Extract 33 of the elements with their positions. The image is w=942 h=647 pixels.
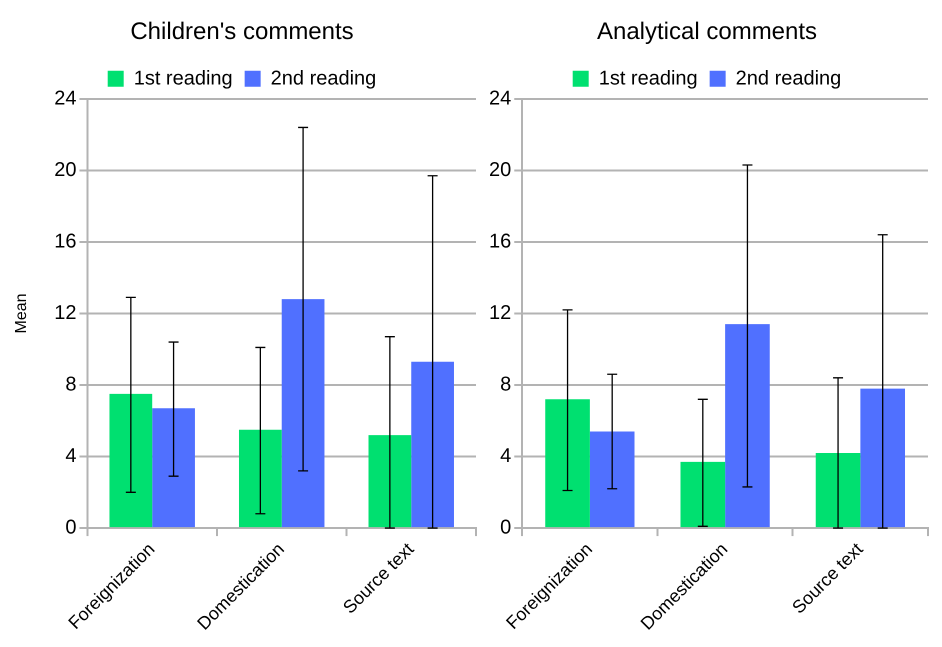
y-tick-label: 4	[500, 445, 512, 468]
y-tick-label: 8	[65, 374, 76, 396]
bar	[545, 399, 590, 528]
chart-title: Analytical comments	[596, 18, 818, 46]
y-tick-label: 0	[500, 516, 512, 539]
legend-label: 2nd reading	[736, 67, 842, 90]
bar	[152, 408, 195, 528]
y-tick-label: 12	[54, 302, 76, 324]
y-tick-label: 24	[488, 87, 512, 110]
bar	[816, 452, 860, 528]
y-tick-label: 0	[65, 516, 76, 539]
bar	[590, 431, 635, 528]
bar	[238, 430, 282, 528]
y-tick-label: 16	[488, 230, 512, 252]
chart-title: Children's comments	[130, 18, 354, 46]
bar	[680, 462, 726, 528]
bar	[282, 299, 324, 528]
y-tick-label: 24	[54, 87, 76, 110]
bar	[368, 435, 412, 528]
legend-label: 2nd reading	[270, 67, 376, 90]
bar	[411, 362, 454, 528]
y-tick-label: 4	[65, 445, 76, 468]
bar	[109, 394, 152, 528]
y-tick-label: 12	[488, 302, 512, 324]
bar	[725, 324, 770, 528]
y-tick-label: 20	[54, 158, 76, 181]
y-axis-title: Mean	[13, 293, 30, 334]
bar	[860, 388, 906, 528]
y-tick-label: 20	[488, 158, 512, 181]
y-tick-label: 16	[54, 230, 76, 252]
legend-label: 1st reading	[134, 67, 233, 90]
y-tick-label: 8	[500, 374, 512, 396]
legend-label: 1st reading	[598, 67, 698, 90]
